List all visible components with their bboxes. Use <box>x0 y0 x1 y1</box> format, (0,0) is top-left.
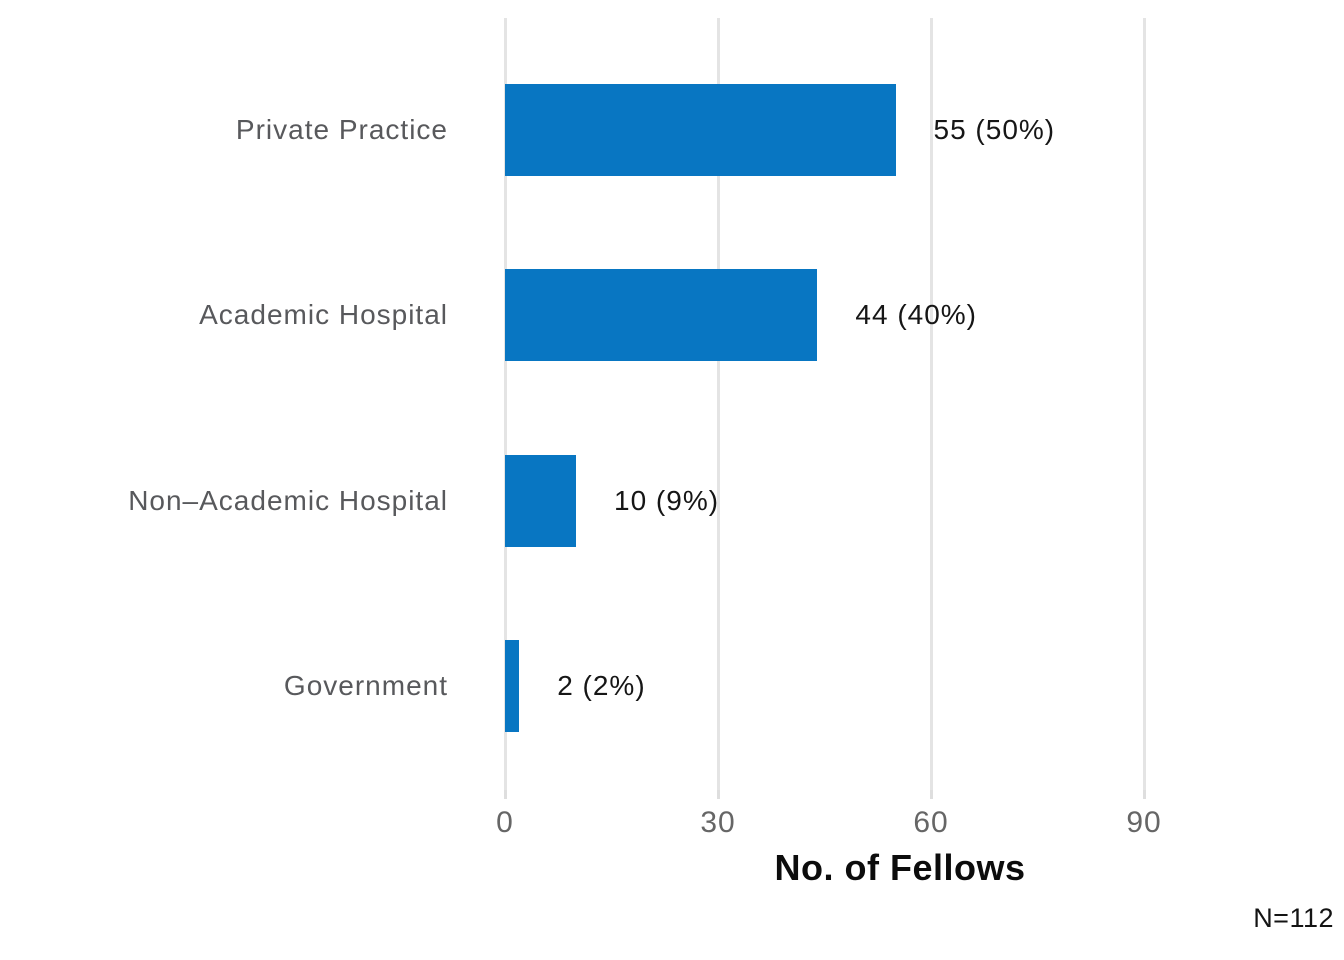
bar-3 <box>505 640 520 733</box>
sample-size-note: N=112 <box>1253 903 1334 933</box>
category-label: Non–Academic Hospital <box>128 484 448 516</box>
bar-row: 55 (50%) <box>505 84 1305 176</box>
category-label: Academic Hospital <box>199 299 448 331</box>
bar-2 <box>505 454 576 547</box>
gridline-x-30 <box>717 18 720 790</box>
x-tick-label: 60 <box>913 806 949 839</box>
bar-0 <box>505 84 896 176</box>
bar-value-label: 55 (50%) <box>933 114 1056 145</box>
x-axis-title: No. of Fellows <box>774 847 1026 888</box>
bar-row: 10 (9%) <box>505 454 1305 547</box>
x-tick-mark <box>1143 790 1146 799</box>
x-tick-mark <box>930 790 933 799</box>
gridline-x-60 <box>930 18 933 790</box>
x-tick-mark <box>504 790 507 799</box>
x-tick-label: 90 <box>1126 806 1162 839</box>
category-label: Government <box>283 670 448 702</box>
gridline-x-0 <box>504 18 507 790</box>
bar-value-label: 10 (9%) <box>614 484 720 516</box>
bar-value-label: 44 (40%) <box>855 299 978 331</box>
bar-row: 44 (40%) <box>505 269 1305 362</box>
bar-row: 2 (2%) <box>505 640 1305 733</box>
gridline-x-90 <box>1143 18 1146 790</box>
x-tick-mark <box>717 790 720 799</box>
bar-1 <box>505 269 818 362</box>
x-tick-label: 30 <box>700 806 736 839</box>
bar-value-label: 2 (2%) <box>557 670 646 702</box>
plot-area: 55 (50%) 44 (40%) 10 (9%) 2 (2%) <box>504 18 1305 790</box>
x-tick-label: 0 <box>496 806 514 839</box>
category-label: Private Practice <box>235 114 448 145</box>
